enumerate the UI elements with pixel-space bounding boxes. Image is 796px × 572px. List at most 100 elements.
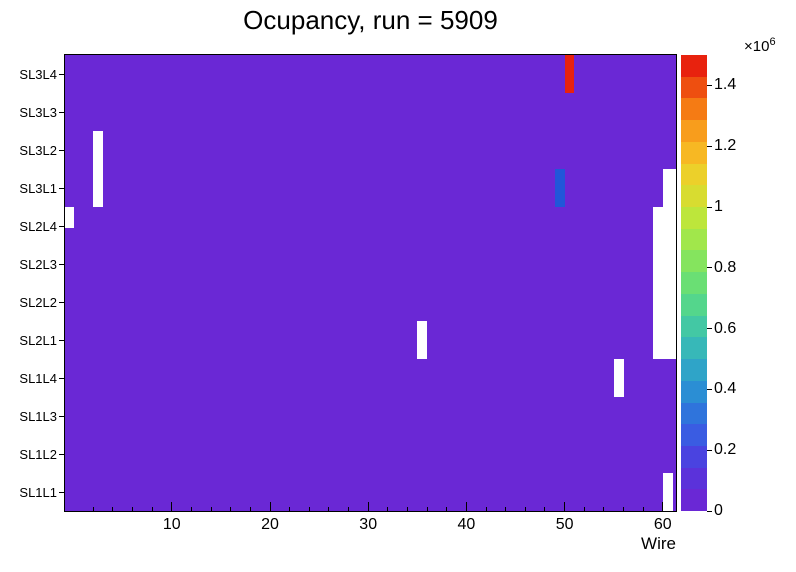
x-axis-minor-tick [132, 507, 134, 511]
x-axis-minor-tick [289, 507, 291, 511]
x-axis-minor-tick [112, 507, 114, 511]
colorbar-segment [681, 467, 707, 490]
y-axis-tick [59, 491, 65, 493]
y-axis-label: SL2L1 [19, 332, 57, 348]
empty-bin [93, 131, 104, 169]
y-axis-tick [59, 187, 65, 189]
x-axis-minor-tick [328, 507, 330, 511]
empty-bin [417, 321, 428, 359]
x-tick-label: 20 [261, 516, 279, 533]
colorbar-tick [707, 206, 712, 208]
colorbar-segment [681, 293, 707, 316]
exponent-value: 6 [769, 36, 776, 48]
y-axis-tick [59, 453, 65, 455]
y-axis-tick [59, 149, 65, 151]
heatmap-area [65, 55, 676, 511]
colorbar-segment [681, 272, 707, 294]
cold-bin [554, 169, 565, 207]
colorbar-segment [681, 402, 707, 425]
x-axis-minor-tick [544, 507, 546, 511]
colorbar-tick [707, 449, 712, 451]
colorbar-tick [707, 84, 712, 86]
x-axis-tick [269, 502, 271, 511]
x-axis-minor-tick [230, 507, 232, 511]
colorbar-segment [681, 359, 707, 381]
x-axis-minor-tick [210, 507, 212, 511]
x-axis-minor-tick [505, 507, 507, 511]
x-axis-minor-tick [623, 507, 625, 511]
colorbar-tick-label: 0.4 [714, 380, 737, 398]
x-tick-label: 60 [653, 516, 672, 533]
colorbar-segment [681, 424, 707, 446]
y-axis-label: SL1L3 [19, 408, 57, 424]
colorbar-tick-label: 0.2 [714, 441, 737, 459]
x-axis-minor-tick [524, 507, 526, 511]
empty-bin [652, 245, 676, 283]
colorbar-tick [707, 267, 712, 269]
y-axis-label: SL2L3 [19, 256, 57, 272]
plot-frame [64, 54, 677, 512]
x-tick-label: 30 [359, 516, 378, 533]
x-axis-tick [564, 502, 566, 511]
y-axis-label: SL2L2 [19, 294, 57, 310]
empty-bin [93, 169, 104, 207]
colorbar-tick [707, 328, 712, 330]
x-axis-minor-tick [583, 507, 585, 511]
empty-bin [65, 207, 74, 228]
y-axis-label: SL2L4 [19, 218, 57, 234]
y-axis-tick [59, 263, 65, 265]
empty-bin [652, 321, 676, 359]
x-axis-minor-tick [406, 507, 408, 511]
y-axis-label: SL3L3 [19, 104, 57, 120]
x-axis-minor-tick [308, 507, 310, 511]
colorbar-segment [681, 120, 707, 142]
x-axis-minor-tick [151, 507, 153, 511]
colorbar-exponent: ×106 [744, 36, 776, 55]
x-tick-label: 10 [162, 516, 181, 533]
x-axis-title: Wire [641, 534, 676, 553]
y-axis-label: SL3L2 [19, 142, 57, 158]
colorbar-segment [681, 207, 707, 229]
x-tick-label: 40 [457, 516, 476, 533]
x-axis-minor-tick [642, 507, 644, 511]
x-axis-minor-tick [348, 507, 350, 511]
y-axis-tick [59, 301, 65, 303]
colorbar-tick [707, 510, 712, 512]
colorbar-segment [681, 185, 707, 208]
hot-bin [564, 55, 575, 93]
exponent-prefix: ×10 [744, 38, 770, 55]
colorbar-segment [681, 380, 707, 403]
y-axis-label: SL1L1 [19, 484, 57, 500]
colorbar-tick-label: 1.4 [714, 76, 737, 94]
y-axis-label: SL3L4 [19, 66, 57, 82]
colorbar-tick-label: 0.6 [714, 319, 737, 337]
y-axis-label: SL1L4 [19, 370, 57, 386]
empty-bin [662, 473, 673, 511]
x-tick-label: 50 [555, 516, 574, 533]
y-axis-label: SL1L2 [19, 446, 57, 462]
x-axis-tick [367, 502, 369, 511]
colorbar [681, 55, 707, 512]
colorbar-segment [681, 163, 707, 186]
colorbar-segment [681, 76, 707, 99]
y-axis-tick [59, 225, 65, 227]
colorbar-segment [681, 445, 707, 468]
y-axis-tick [59, 377, 65, 379]
y-axis-tick [59, 111, 65, 113]
colorbar-tick-label: 0.8 [714, 258, 737, 276]
x-axis-minor-tick [387, 507, 389, 511]
colorbar-tick [707, 388, 712, 390]
colorbar-segment [681, 141, 707, 164]
y-axis-label: SL3L1 [19, 180, 57, 196]
colorbar-segment [681, 315, 707, 338]
colorbar-segment [681, 55, 707, 77]
x-axis-tick [171, 502, 173, 511]
colorbar-tick-label: 1.2 [714, 137, 737, 155]
x-axis-minor-tick [249, 507, 251, 511]
y-axis-tick [59, 73, 65, 75]
x-axis-minor-tick [426, 507, 428, 511]
colorbar-segment [681, 250, 707, 273]
colorbar-tick [707, 145, 712, 147]
colorbar-segment [681, 337, 707, 360]
